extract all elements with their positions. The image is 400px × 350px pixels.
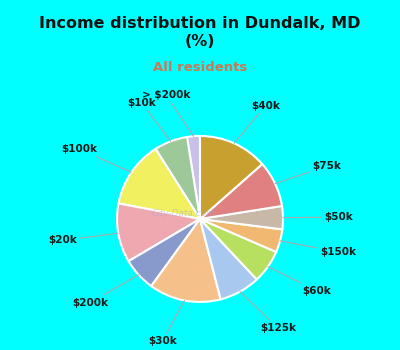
Wedge shape [156, 137, 200, 219]
Text: $30k: $30k [148, 301, 184, 346]
Wedge shape [128, 219, 200, 286]
Text: All residents: All residents [153, 61, 247, 74]
Wedge shape [187, 136, 200, 219]
Wedge shape [117, 203, 200, 261]
Text: > $200k: > $200k [142, 90, 194, 136]
Wedge shape [200, 219, 282, 252]
Text: City-Data.com: City-Data.com [152, 209, 216, 218]
Wedge shape [200, 219, 257, 299]
Wedge shape [200, 164, 282, 219]
Text: $10k: $10k [127, 98, 171, 141]
Text: Income distribution in Dundalk, MD
(%): Income distribution in Dundalk, MD (%) [39, 16, 361, 49]
Text: $40k: $40k [234, 100, 280, 143]
Wedge shape [118, 149, 200, 219]
Wedge shape [200, 219, 276, 279]
Text: $60k: $60k [268, 267, 330, 295]
Text: $100k: $100k [61, 144, 131, 172]
Text: $75k: $75k [275, 161, 342, 184]
Text: $125k: $125k [240, 292, 296, 333]
Text: $150k: $150k [280, 241, 356, 257]
Text: $200k: $200k [72, 275, 139, 308]
Text: $50k: $50k [283, 212, 353, 222]
Wedge shape [151, 219, 221, 302]
Wedge shape [200, 206, 283, 229]
Text: $20k: $20k [49, 233, 118, 245]
Wedge shape [200, 136, 262, 219]
